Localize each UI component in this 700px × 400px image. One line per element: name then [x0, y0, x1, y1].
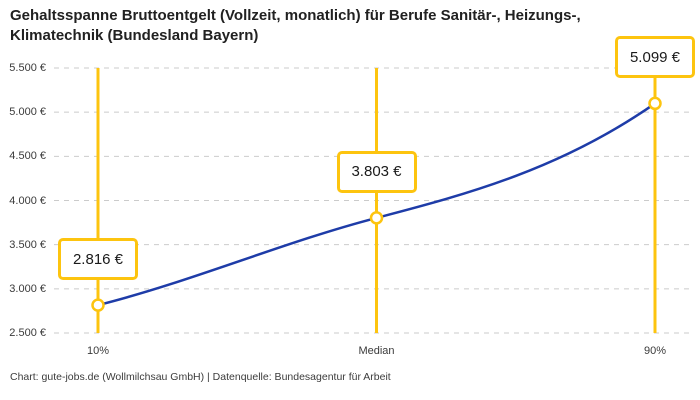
y-axis-tick-label: 4.500 € [9, 150, 46, 163]
y-axis-tick-label: 3.500 € [9, 238, 46, 251]
value-label-box: 3.803 € [336, 150, 417, 193]
x-axis-tick-label: Median [358, 345, 395, 357]
value-label: 3.803 € [351, 163, 402, 181]
chart-title-line: Gehaltsspanne Bruttoentgelt (Vollzeit, m… [10, 7, 581, 24]
y-axis-tick-label: 2.500 € [9, 327, 46, 339]
x-axis-tick-label: 90% [643, 345, 667, 357]
value-label-box: 5.099 € [615, 36, 695, 79]
y-axis-tick-label: 4.000 € [9, 194, 46, 207]
y-axis-tick-label: 5.500 € [9, 62, 46, 74]
data-point-marker[interactable] [369, 211, 384, 225]
attribution-footer: Chart: gute-jobs.de (Wollmilchsau GmbH) … [10, 371, 391, 383]
y-axis-tick-label: 5.000 € [9, 106, 46, 119]
value-label-box: 2.816 € [58, 238, 138, 281]
chart-title-line: Klimatechnik (Bundesland Bayern) [10, 27, 259, 44]
value-label: 5.099 € [629, 48, 681, 66]
y-axis-tick-label: 3.000 € [9, 282, 46, 295]
chart-title: Gehaltsspanne Bruttoentgelt (Vollzeit, m… [10, 6, 690, 46]
value-label: 2.816 € [72, 250, 124, 268]
data-point-marker[interactable] [648, 96, 662, 111]
data-point-marker[interactable] [91, 298, 105, 312]
x-axis-tick-label: 10% [86, 345, 110, 357]
